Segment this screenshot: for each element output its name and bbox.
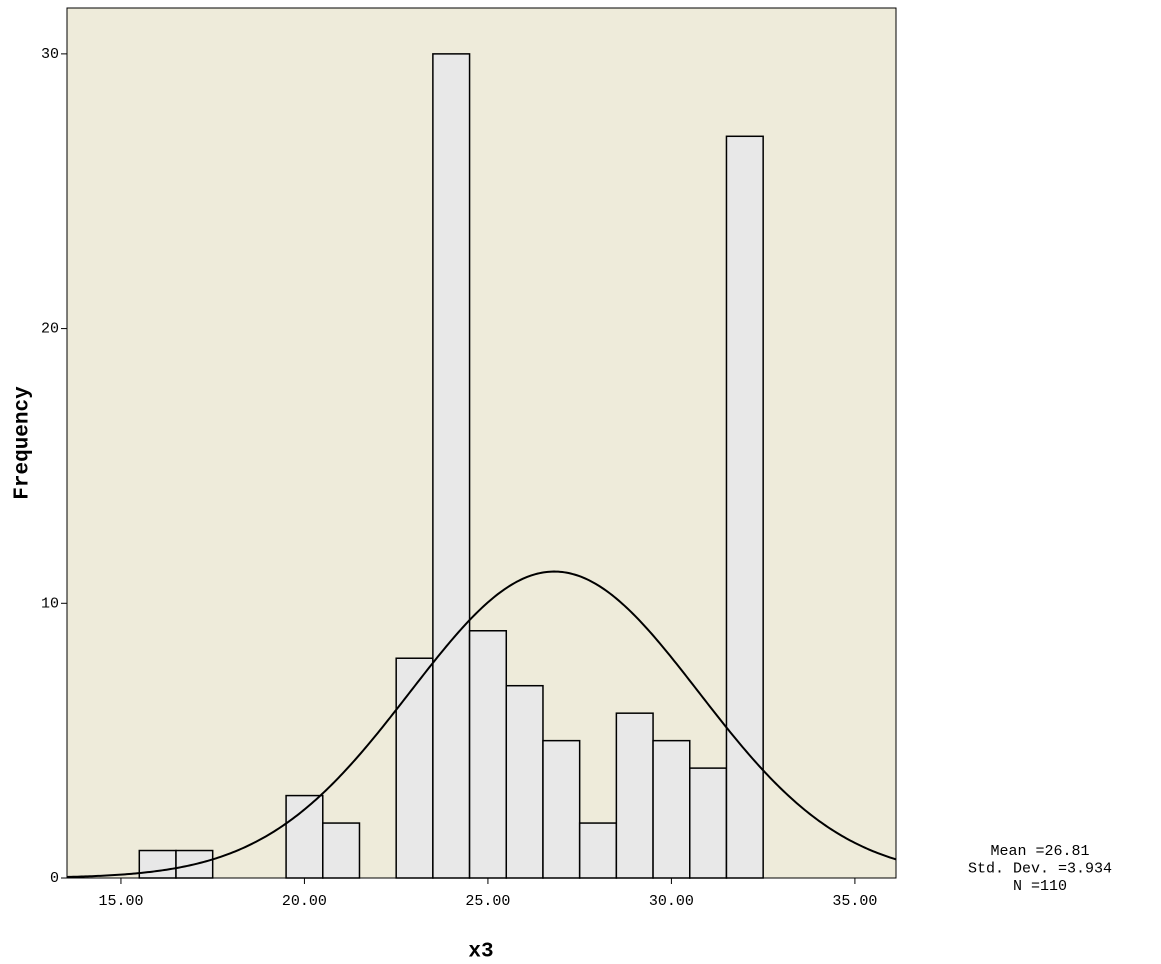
- bar: [726, 136, 763, 878]
- bar: [323, 823, 360, 878]
- chart: Frequency x3 0 10 20 30 15.00 20.00 25.00 30.00…: [0, 0, 1161, 964]
- x-tick-label: 35.00: [832, 893, 877, 910]
- bar: [690, 768, 727, 878]
- y-tick-label: 20: [41, 321, 59, 338]
- bar: [616, 713, 653, 878]
- y-tick-label: 30: [41, 46, 59, 63]
- bar: [396, 658, 433, 878]
- bar: [433, 54, 470, 878]
- y-axis-title: Frequency: [12, 386, 35, 500]
- y-tick-label: 10: [41, 595, 59, 612]
- bar: [286, 796, 323, 878]
- bar: [139, 851, 176, 878]
- bar: [506, 686, 543, 878]
- y-tick-label: 0: [50, 870, 59, 887]
- stat-label: Std. Dev. =3.934: [968, 860, 1112, 877]
- x-tick-label: 25.00: [465, 893, 510, 910]
- bar: [653, 741, 690, 878]
- stat-label: Mean =26.81: [990, 843, 1089, 860]
- stat-label: N =110: [1013, 878, 1067, 895]
- page: {"chart_data": { "type": "histogram", "x…: [0, 0, 1161, 964]
- bar: [580, 823, 617, 878]
- x-tick-label: 30.00: [649, 893, 694, 910]
- bar: [543, 741, 580, 878]
- x-tick-label: 20.00: [282, 893, 327, 910]
- bar: [470, 631, 507, 878]
- x-tick-label: 15.00: [98, 893, 143, 910]
- x-axis-title: x3: [468, 941, 493, 964]
